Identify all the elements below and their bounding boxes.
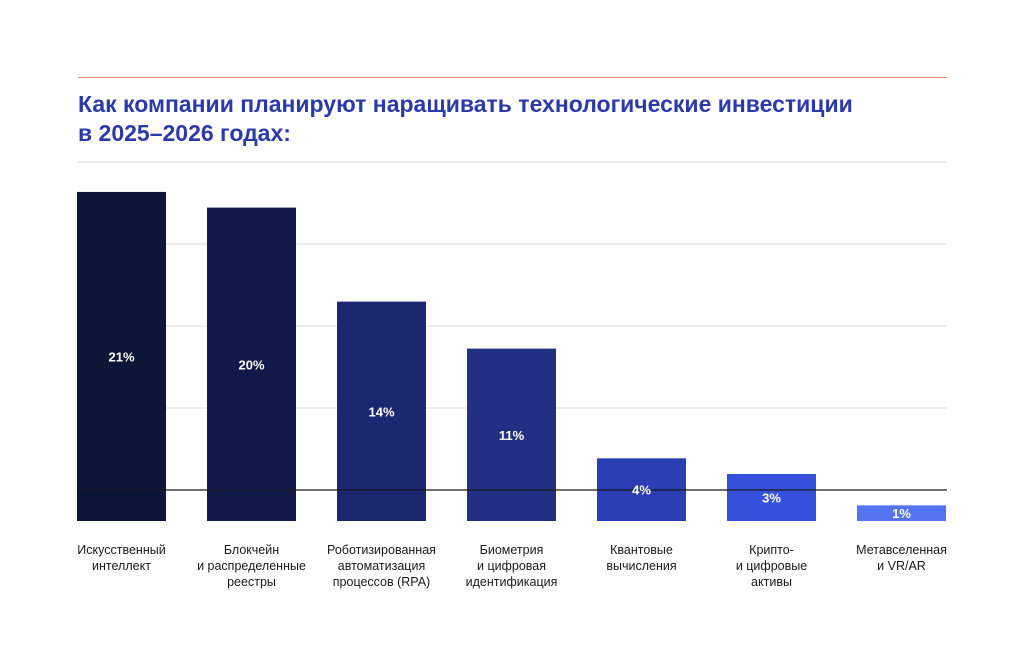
- bar: [77, 191, 166, 521]
- bar-value-label: 4%: [632, 483, 651, 498]
- category-label: Блокчейн и распределенные реестры: [197, 543, 306, 589]
- bar: [337, 301, 426, 521]
- chart-title-line-1: Как компании планируют наращивать технол…: [78, 91, 853, 117]
- top-accent-rule: [78, 77, 947, 78]
- chart-title: Как компании планируют наращивать технол…: [78, 90, 948, 148]
- value-labels: 21% 20% 14% 11% 4% 3% 1%: [108, 349, 911, 521]
- bar: [727, 473, 816, 521]
- bar-value-label: 14%: [368, 404, 394, 419]
- bar-value-label: 3%: [762, 490, 781, 505]
- bars: [77, 191, 946, 521]
- category-label: Роботизированная автоматизация процессов (…: [327, 543, 436, 589]
- bar: [207, 207, 296, 521]
- category-label: Биометрия и цифровая идентификация: [466, 543, 558, 589]
- category-label: Квантовые вычисления: [606, 543, 676, 573]
- chart-title-line-2: в 2025–2026 годах:: [78, 120, 291, 146]
- category-label: Крипто-и цифровые активы: [736, 543, 807, 589]
- category-label: Искусственный интеллект: [77, 543, 165, 573]
- bar-value-label: 21%: [108, 349, 134, 364]
- category-label: Метавселенная и VR/AR: [856, 543, 947, 573]
- bar-value-label: 1%: [892, 506, 911, 521]
- bar-value-label: 20%: [238, 357, 264, 372]
- bar-value-label: 11%: [499, 428, 525, 443]
- bar: [467, 348, 556, 521]
- bar: [857, 505, 946, 521]
- category-labels: Искусственный интеллект Блокчейн и распреде…: [77, 543, 947, 589]
